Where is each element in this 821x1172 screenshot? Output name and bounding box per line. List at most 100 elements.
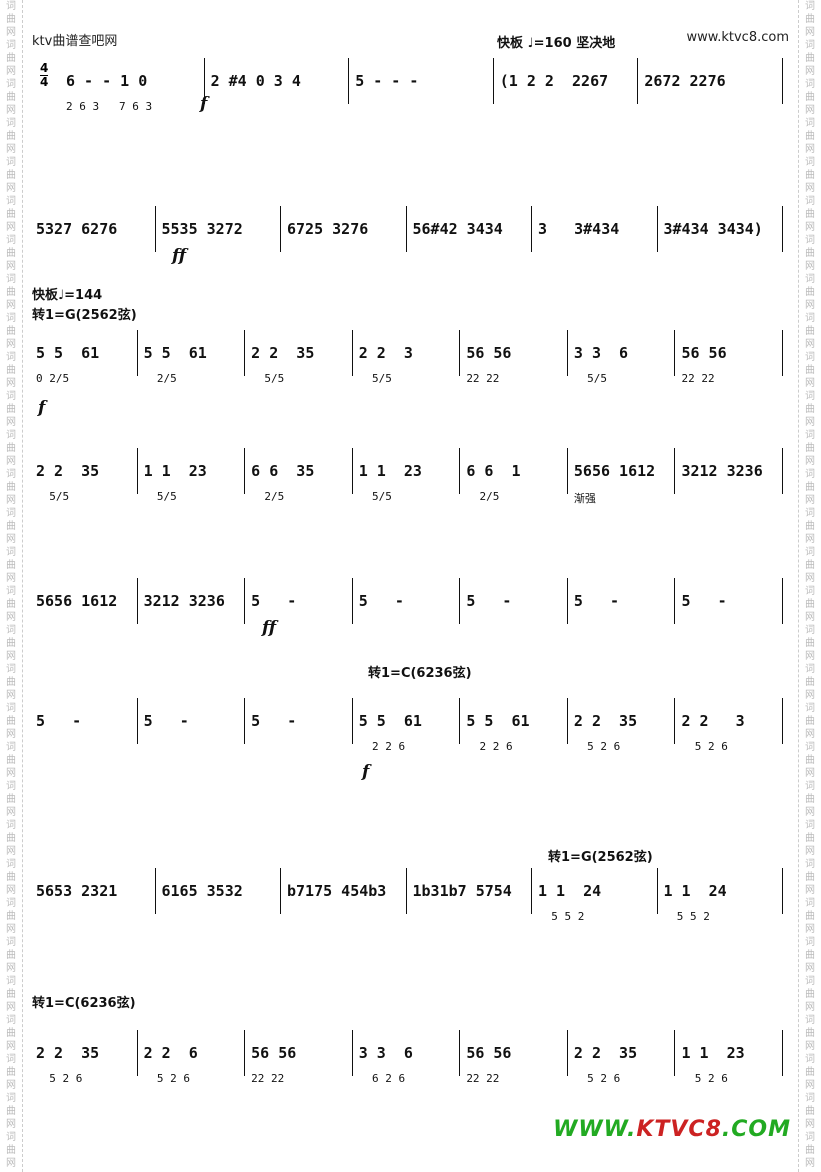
measure: 1 1 24 5 5 2	[658, 868, 783, 923]
melody-notes: 3 3 6	[358, 1044, 413, 1062]
melody-notes: 3 3 6	[573, 344, 629, 362]
measure: b7175 454b3	[281, 868, 407, 914]
measure: 3212 3236	[138, 578, 246, 624]
accompaniment-notes: 5 5 2	[663, 910, 710, 923]
melody-notes: 1 1 24	[538, 882, 602, 900]
melody-notes: 56 56	[251, 1044, 297, 1062]
measure: 5 -	[245, 698, 353, 744]
notation-row: 5 5 61 0 2/5 5 5 61 2/5 2 2 35 5/5 2 2 3 5/5…	[30, 330, 784, 385]
notation-row: 5656 1612 3212 3236 5 - 5 - 5 - 5 - 5 -	[30, 578, 784, 624]
measure: 5 -	[460, 578, 568, 624]
measure: 1 1 24 5 5 2	[532, 868, 658, 923]
accompaniment-notes: 5/5	[143, 490, 177, 503]
melody-notes: 5 - - -	[355, 72, 419, 90]
measure: 3#434 3434)	[658, 206, 783, 252]
accompaniment-notes: 渐强	[573, 492, 596, 505]
melody-notes: 2 #4 0 3 4	[210, 72, 301, 90]
melody-notes: 6 - - 1 0	[66, 72, 148, 90]
site-logo: WWW.KTVC8.COM	[553, 1117, 791, 1142]
accompaniment-notes: 22 22	[466, 1072, 500, 1085]
notation-row: 6 - - 1 0 2 6 3 7 6 3 2 #4 0 3 4 5 - - - (1 …	[60, 58, 783, 113]
measure: 6 - - 1 0 2 6 3 7 6 3	[60, 58, 205, 113]
measure: 5535 3272	[156, 206, 281, 252]
measure: 5 5 61 2 2 6	[460, 698, 568, 753]
time-sig-top: 4	[40, 61, 49, 75]
melody-notes: 5656 1612	[36, 592, 118, 610]
accompaniment-notes: 5 2 6	[573, 1072, 621, 1085]
melody-notes: 2 2 35	[36, 1044, 100, 1062]
melody-notes: 5 -	[358, 592, 404, 610]
measure: (1 2 2 2267	[494, 58, 639, 104]
melody-notes: 6 6 35	[251, 462, 315, 480]
melody-notes: 6165 3532	[161, 882, 243, 900]
measure: 56#42 3434	[407, 206, 532, 252]
measure: 6 6 1 2/5	[460, 448, 568, 503]
accompaniment-notes: 5/5	[36, 490, 70, 503]
melody-notes: 5 -	[466, 592, 512, 610]
melody-notes: 5 5 61	[143, 344, 207, 362]
melody-notes: 56 56	[466, 344, 512, 362]
measure: 2 2 35 5 2 6	[568, 1030, 676, 1085]
melody-notes: 2 2 35	[573, 712, 638, 730]
measure: 2 #4 0 3 4	[205, 58, 350, 104]
melody-notes: 3 3#434	[538, 220, 620, 238]
measure: 5 5 61 2/5	[138, 330, 246, 385]
measure: 5 -	[353, 578, 461, 624]
key-change-g-1: 转1=G(2562弦)	[32, 308, 137, 323]
measure: 5 5 61 2 2 6	[353, 698, 461, 753]
accompaniment-notes: 2/5	[143, 372, 177, 385]
measure: 2 2 35 5 2 6	[30, 1030, 138, 1085]
melody-notes: 5 5 61	[36, 344, 100, 362]
measure: 5 -	[245, 578, 353, 624]
notation-row: 2 2 35 5/5 1 1 23 5/5 6 6 35 2/5 1 1 23 5/5…	[30, 448, 784, 505]
measure: 2 2 3 5/5	[353, 330, 461, 385]
right-margin-watermark: 词 曲 网 词 曲 网 词 曲 网 词 曲 网 词 曲 网 词 曲 网 词 曲 …	[798, 0, 821, 1172]
accompaniment-notes: 2 2 6	[466, 740, 513, 753]
measure: 5 5 61 0 2/5	[30, 330, 138, 385]
melody-notes: 1 1 23	[358, 462, 422, 480]
melody-notes: 3212 3236	[681, 462, 763, 480]
dynamic-f: f	[200, 94, 208, 114]
measure: 5 -	[675, 578, 784, 624]
melody-notes: 5 -	[681, 592, 727, 610]
measure: 56 56 22 22	[460, 330, 568, 385]
measure: 3 3#434	[532, 206, 658, 252]
accompaniment-notes: 2 2 6	[358, 740, 406, 753]
melody-notes: 2 2 35	[573, 1044, 638, 1062]
melody-notes: 6 6 1	[466, 462, 521, 480]
dynamic-ff: ff	[262, 618, 277, 638]
melody-notes: 5 -	[251, 712, 297, 730]
melody-notes: 2 2 3	[681, 712, 745, 730]
melody-notes: 5 5 61	[466, 712, 530, 730]
measure: 6725 3276	[281, 206, 407, 252]
melody-notes: 2 2 35	[36, 462, 100, 480]
melody-notes: 2 2 3	[358, 344, 413, 362]
dynamic-f: f	[38, 398, 46, 418]
melody-notes: 1 1 23	[143, 462, 207, 480]
accompaniment-notes: 2/5	[466, 490, 500, 503]
measure: 2 2 35 5 2 6	[568, 698, 676, 753]
measure: 5656 1612	[30, 578, 138, 624]
melody-notes: 5 -	[573, 592, 620, 610]
melody-notes: 5327 6276	[36, 220, 118, 238]
melody-notes: (1 2 2 2267	[499, 72, 609, 90]
notation-row: 5653 2321 6165 3532 b7175 454b3 1b31b7 5754…	[30, 868, 783, 923]
melody-notes: 2 2 6	[143, 1044, 198, 1062]
site-watermark: ktv曲谱查吧网	[32, 34, 118, 49]
melody-notes: 56#42 3434	[412, 220, 503, 238]
measure: 1 1 23 5 2 6	[675, 1030, 784, 1085]
measure: 56 56 22 22	[245, 1030, 353, 1085]
notation-row: 5327 6276 5535 3272 6725 3276 56#42 3434 3 3…	[30, 206, 783, 252]
accompaniment-notes: 22 22	[681, 372, 715, 385]
melody-notes: 3#434 3434)	[663, 220, 763, 238]
accompaniment-notes: 2 6 3 7 6 3	[66, 100, 153, 113]
tempo-marking-2: 快板♩=144	[32, 288, 103, 303]
melody-notes: 1 1 24	[663, 882, 727, 900]
dynamic-f: f	[362, 762, 370, 782]
measure: 5 - - -	[349, 58, 494, 104]
measure: 3 3 6 5/5	[568, 330, 676, 385]
accompaniment-notes: 5/5	[573, 372, 608, 385]
melody-notes: 5 5 61	[358, 712, 422, 730]
